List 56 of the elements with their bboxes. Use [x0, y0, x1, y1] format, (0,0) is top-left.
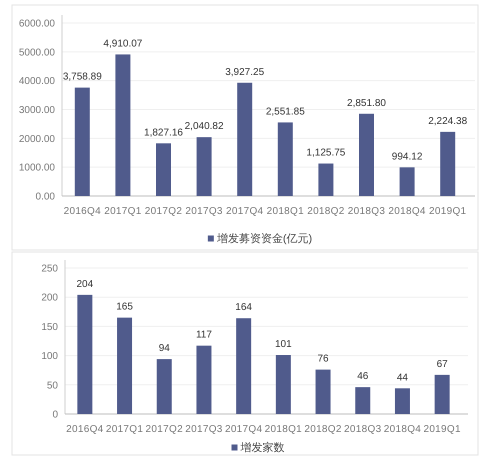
- data-label: 76: [317, 354, 330, 365]
- data-label: 2,851.80: [347, 98, 386, 109]
- x-tick-label: 2018Q3: [344, 424, 382, 435]
- x-tick-label: 2018Q4: [384, 424, 422, 435]
- data-label: 165: [116, 302, 134, 313]
- data-label: 2,551.85: [266, 106, 306, 118]
- data-label: 3,927.25: [225, 66, 265, 78]
- data-label: 117: [196, 330, 212, 341]
- x-tick-label: 2019Q1: [423, 424, 461, 435]
- x-tick-label: 2018Q2: [307, 206, 345, 217]
- y-tick-label: 250: [41, 264, 58, 274]
- data-label: 1,125.75: [306, 148, 346, 159]
- data-label: 164: [235, 302, 252, 314]
- legend: 增发募资资金(亿元): [208, 233, 312, 245]
- y-tick-label: 200: [41, 292, 58, 304]
- data-label: 2,040.82: [184, 121, 224, 132]
- legend-label: 增发家数: [240, 441, 284, 454]
- data-label: 3,758.89: [62, 72, 102, 83]
- x-tick-label: 2018Q3: [348, 206, 386, 217]
- legend: 增发家数: [232, 442, 284, 454]
- data-label: 204: [76, 278, 94, 290]
- x-tick-label: 2018Q1: [266, 206, 304, 217]
- x-tick-label: 2017Q3: [185, 424, 223, 435]
- y-tick-label: 4000.00: [18, 76, 56, 88]
- x-tick-label: 2017Q4: [226, 206, 264, 217]
- x-tick-label: 2017Q3: [185, 206, 223, 217]
- y-tick-label: 50: [46, 380, 58, 392]
- y-tick-label: 6000.00: [18, 18, 56, 30]
- x-tick-label: 2016Q4: [64, 206, 102, 217]
- data-label: 94: [158, 343, 170, 354]
- x-tick-label: 2017Q4: [224, 424, 262, 435]
- x-tick-label: 2018Q2: [304, 424, 342, 435]
- data-label: 994.12: [392, 151, 423, 162]
- x-tick-label: 2017Q1: [106, 424, 144, 435]
- data-label: 67: [436, 358, 448, 370]
- x-tick-label: 2017Q2: [146, 424, 184, 435]
- y-tick-label: 0.00: [36, 192, 56, 202]
- y-tick-label: 0: [52, 410, 58, 420]
- x-tick-label: 2017Q2: [144, 206, 182, 217]
- x-tick-label: 2016Q4: [66, 424, 104, 435]
- x-tick-label: 2017Q1: [104, 206, 142, 217]
- x-tick-label: 2018Q4: [388, 206, 426, 217]
- data-label: 4,910.07: [103, 38, 143, 50]
- data-label: 101: [275, 339, 292, 350]
- y-tick-label: 150: [41, 322, 58, 333]
- x-tick-label: 2018Q1: [264, 424, 302, 435]
- y-tick-label: 3000.00: [18, 105, 56, 116]
- y-tick-label: 5000.00: [18, 47, 56, 58]
- data-label: 1,827.16: [144, 127, 184, 138]
- x-tick-label: 2019Q1: [429, 206, 467, 217]
- y-tick-label: 100: [41, 351, 58, 362]
- y-tick-label: 1000.00: [18, 162, 56, 174]
- data-label: 2,224.38: [428, 116, 468, 127]
- y-tick-label: 2000.00: [18, 134, 56, 145]
- data-label: 44: [396, 372, 408, 384]
- data-label: 46: [357, 371, 369, 382]
